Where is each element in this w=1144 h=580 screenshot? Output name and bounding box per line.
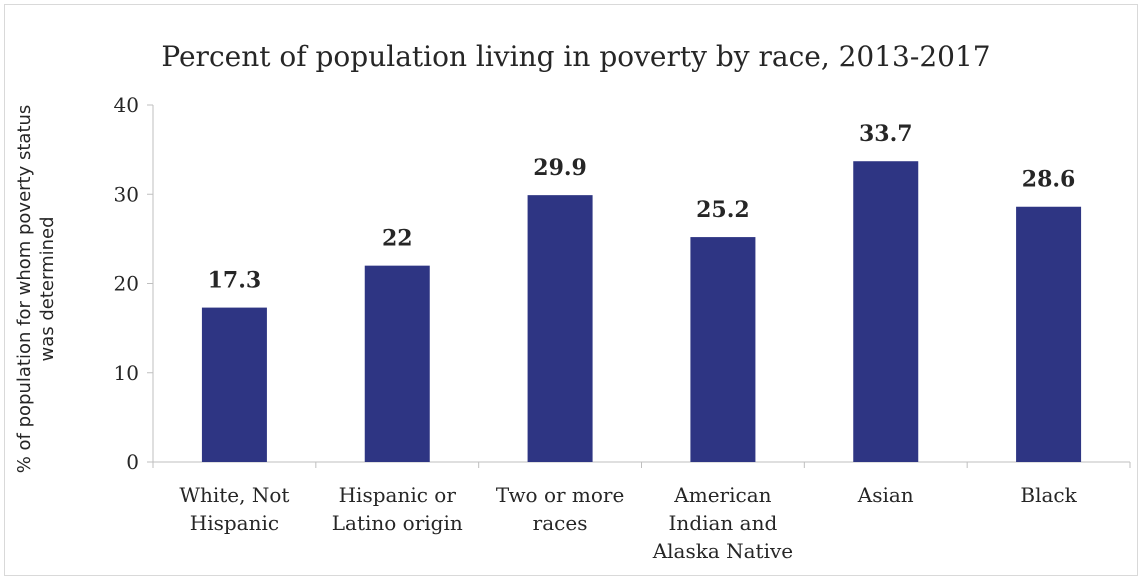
x-category-label-line: Asian: [857, 483, 914, 507]
y-tick-label: 0: [126, 450, 139, 474]
data-label: 17.3: [208, 268, 262, 294]
y-tick-label: 10: [114, 361, 139, 385]
bar-chart: Percent of population living in poverty …: [14, 40, 1131, 563]
y-axis-title-line: % of population for whom poverty status: [14, 105, 35, 474]
y-axis-title: % of population for whom poverty status w…: [14, 105, 58, 474]
x-category-label: White, Not Hispanic: [179, 483, 289, 535]
x-category-label-line: Two or more: [496, 483, 625, 507]
x-category-label-line: American: [673, 483, 771, 507]
bar: [527, 195, 593, 462]
data-label: 25.2: [696, 197, 750, 223]
data-labels: 17.3 22 29.9 25.2 33.7 28.6: [208, 121, 1076, 293]
x-category-label: American Indian and Alaska Native: [652, 483, 793, 563]
x-category-label: Hispanic or Latino origin: [332, 483, 463, 535]
x-category-label: Two or more races: [496, 483, 625, 535]
bar: [1016, 206, 1082, 462]
category-labels: White, Not Hispanic Hispanic or Latino orig…: [179, 483, 1077, 563]
bar: [853, 161, 919, 463]
y-axis-label: % of population for whom poverty status w…: [14, 105, 58, 474]
y-axis: 0 10 20 30 40: [114, 93, 154, 474]
y-tick-label: 20: [114, 272, 139, 296]
data-label: 22: [382, 226, 413, 252]
bar: [690, 237, 756, 462]
x-axis: [152, 461, 1131, 468]
bar: [201, 307, 267, 462]
bar: [364, 265, 430, 462]
data-label: 33.7: [859, 121, 913, 147]
x-category-label-line: races: [533, 511, 588, 535]
y-tick-label: 30: [114, 182, 139, 206]
x-category-label: Black: [1020, 483, 1077, 507]
y-tick-label: 40: [114, 93, 139, 117]
x-category-label-line: Alaska Native: [652, 539, 793, 563]
x-category-label-line: Indian and: [669, 511, 778, 535]
data-label: 29.9: [533, 155, 587, 181]
x-category-label-line: Hispanic or: [339, 483, 457, 507]
chart-title: Percent of population living in poverty …: [161, 40, 990, 73]
x-category-label-line: Latino origin: [332, 511, 463, 535]
chart-frame: Percent of population living in poverty …: [4, 4, 1138, 576]
x-category-label-line: Black: [1020, 483, 1077, 507]
x-category-label-line: White, Not: [179, 483, 289, 507]
data-label: 28.6: [1022, 167, 1076, 193]
bars: [201, 161, 1082, 463]
x-category-label-line: Hispanic: [190, 511, 279, 535]
y-axis-title-line: was determined: [37, 216, 58, 361]
x-category-label: Asian: [857, 483, 914, 507]
